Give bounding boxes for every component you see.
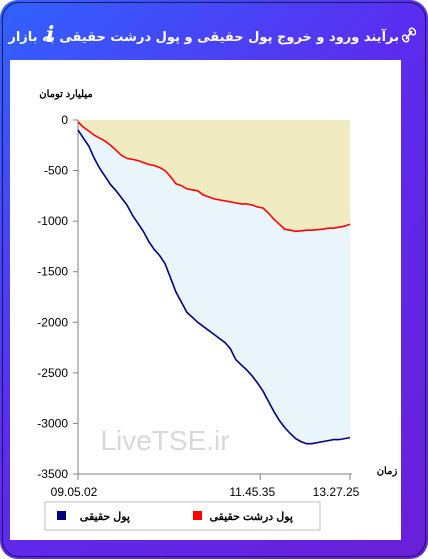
legend-label-real-money: پول حقیقی	[80, 511, 130, 523]
y-tick-label: -2500	[37, 366, 68, 380]
y-tick-label: -3500	[37, 467, 68, 481]
y-tick-label: -1500	[37, 265, 68, 279]
y-tick-label: 0	[61, 113, 68, 127]
legend-swatch-big-real-money	[193, 511, 202, 520]
legend-swatch-real-money	[57, 511, 66, 520]
card-header: برآیند ورود و خروج پول حقیقی و پول درشت …	[8, 22, 417, 52]
y-tick-label: -500	[44, 164, 68, 178]
legend-box	[44, 501, 321, 531]
chart-title: برآیند ورود و خروج پول حقیقی و پول درشت …	[8, 29, 399, 45]
x-tick-label: 11.45.35	[229, 485, 275, 499]
info-icon[interactable]: i	[46, 22, 55, 48]
link-icon[interactable]	[401, 27, 417, 47]
chart-panel: 0 -500 -1000 -1500 -2000 -2500 -3000 -3500 09.05…	[10, 60, 401, 540]
y-tick-label: -1000	[37, 214, 68, 228]
series-line-real-money	[77, 129, 351, 445]
upper-area-fill	[78, 120, 350, 232]
y-tick-label: -3000	[37, 416, 68, 430]
y-axis-title: میلیارد تومان	[39, 89, 93, 100]
legend-label-big-real-money: پول درشت حقیقی	[210, 511, 294, 523]
lower-area-fill	[78, 122, 350, 444]
watermark: LiveTSE.ir	[100, 425, 229, 456]
flow-chart: 0 -500 -1000 -1500 -2000 -2500 -3000 -3500 09.05…	[37, 89, 398, 531]
y-tick-label: -2000	[37, 315, 68, 329]
series-line-big-real-money	[77, 121, 351, 233]
x-axis-title: زمان	[377, 466, 398, 477]
x-tick-label: 13.27.25	[313, 485, 360, 499]
x-tick-label: 09.05.02	[51, 485, 98, 499]
